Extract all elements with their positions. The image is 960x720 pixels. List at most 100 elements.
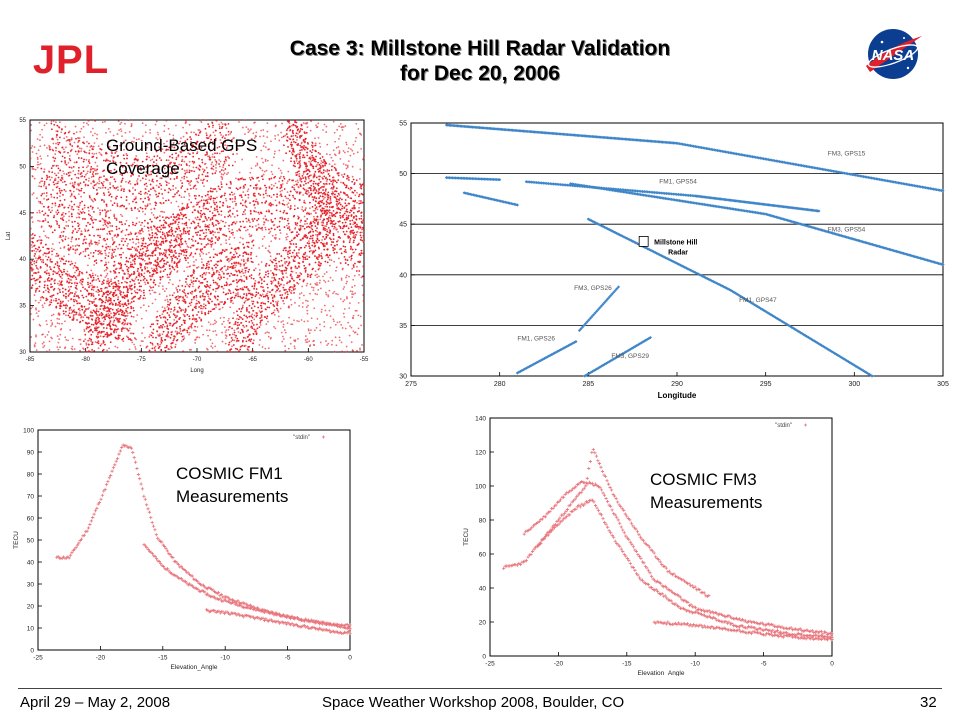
coverage-arc-point bbox=[217, 222, 220, 225]
coverage-arc-point bbox=[213, 264, 216, 267]
coverage-arc-point bbox=[210, 259, 213, 262]
coverage-arc-point bbox=[250, 257, 253, 260]
coverage-arc-point bbox=[172, 254, 175, 257]
coverage-point bbox=[36, 156, 39, 159]
coverage-arc-point bbox=[164, 346, 167, 349]
coverage-point bbox=[75, 176, 78, 179]
coverage-point bbox=[324, 225, 326, 227]
coverage-arc-point bbox=[117, 234, 119, 237]
coverage-arc-point bbox=[97, 234, 99, 237]
coverage-arc-point bbox=[109, 186, 112, 189]
coverage-point bbox=[331, 190, 334, 193]
coverage-point bbox=[231, 200, 234, 203]
coverage-arc-point bbox=[241, 339, 244, 342]
coverage-point bbox=[326, 344, 328, 346]
coverage-point bbox=[182, 254, 185, 257]
coverage-arc-point bbox=[192, 144, 195, 147]
coverage-point bbox=[232, 302, 234, 305]
coverage-arc-point bbox=[86, 346, 89, 349]
coverage-arc-point bbox=[136, 159, 139, 162]
coverage-point bbox=[53, 214, 56, 217]
coverage-point bbox=[96, 172, 99, 175]
coverage-point bbox=[227, 227, 230, 230]
coverage-point bbox=[319, 279, 321, 282]
x-tick-label: -60 bbox=[304, 357, 313, 363]
coverage-point bbox=[90, 216, 93, 218]
coverage-point bbox=[42, 184, 45, 187]
coverage-arc-point bbox=[191, 244, 194, 247]
coverage-point bbox=[222, 169, 225, 172]
coverage-point bbox=[135, 320, 138, 322]
coverage-arc-point bbox=[165, 171, 167, 174]
coverage-arc-point bbox=[202, 204, 205, 207]
coverage-point bbox=[226, 277, 229, 280]
coverage-arc-point bbox=[326, 261, 329, 264]
coverage-point bbox=[154, 123, 157, 126]
coverage-point bbox=[38, 181, 41, 184]
coverage-point bbox=[124, 280, 126, 283]
coverage-point bbox=[195, 201, 198, 204]
coverage-point bbox=[352, 223, 355, 226]
coverage-point bbox=[172, 134, 175, 137]
coverage-point bbox=[152, 239, 155, 242]
coverage-arc-point bbox=[241, 279, 243, 282]
coverage-point bbox=[177, 295, 180, 297]
coverage-arc-point bbox=[194, 197, 197, 200]
coverage-arc-point bbox=[210, 195, 212, 198]
coverage-arc-point bbox=[282, 249, 285, 252]
coverage-point bbox=[161, 313, 164, 316]
coverage-point bbox=[67, 247, 70, 250]
coverage-arc-point bbox=[152, 281, 155, 284]
coverage-point bbox=[178, 279, 181, 282]
coverage-point bbox=[268, 245, 271, 248]
coverage-arc-point bbox=[54, 202, 57, 205]
coverage-arc-point bbox=[183, 298, 186, 301]
coverage-arc-point bbox=[215, 263, 217, 266]
coverage-point bbox=[231, 345, 233, 348]
coverage-arc-point bbox=[62, 193, 64, 196]
coverage-point bbox=[149, 128, 151, 131]
coverage-arc-point bbox=[52, 149, 55, 152]
coverage-arc-point bbox=[160, 150, 162, 153]
coverage-arc-point bbox=[102, 184, 105, 187]
coverage-point bbox=[207, 321, 210, 324]
coverage-point bbox=[181, 202, 184, 205]
coverage-arc-point bbox=[73, 203, 76, 206]
coverage-point bbox=[74, 271, 76, 274]
coverage-arc-point bbox=[280, 296, 283, 299]
coverage-arc-point bbox=[232, 264, 235, 267]
coverage-point bbox=[316, 208, 319, 211]
coverage-arc-point bbox=[196, 302, 198, 305]
coverage-arc-point bbox=[199, 249, 202, 252]
coverage-arc-point bbox=[240, 345, 242, 348]
coverage-arc-point bbox=[262, 286, 264, 289]
coverage-point bbox=[71, 345, 74, 348]
coverage-point bbox=[161, 148, 164, 151]
coverage-point bbox=[266, 194, 269, 197]
coverage-arc-point bbox=[104, 249, 107, 252]
coverage-point bbox=[79, 338, 82, 341]
coverage-point bbox=[36, 197, 38, 200]
coverage-arc-point bbox=[278, 277, 281, 280]
coverage-point bbox=[348, 302, 351, 305]
coverage-arc-point bbox=[284, 247, 287, 249]
coverage-point bbox=[58, 121, 61, 124]
coverage-point bbox=[274, 199, 277, 202]
coverage-point bbox=[53, 248, 55, 251]
coverage-point bbox=[154, 298, 157, 301]
coverage-point bbox=[244, 271, 247, 274]
coverage-arc-point bbox=[76, 145, 79, 148]
coverage-point bbox=[339, 123, 342, 125]
coverage-arc-point bbox=[192, 314, 195, 317]
coverage-arc-point bbox=[245, 297, 247, 300]
coverage-point bbox=[351, 286, 354, 289]
coverage-arc-point bbox=[71, 225, 74, 228]
coverage-arc-point bbox=[108, 194, 111, 197]
coverage-point bbox=[225, 242, 228, 245]
coverage-point bbox=[126, 312, 129, 315]
coverage-point bbox=[179, 246, 182, 248]
coverage-point bbox=[186, 226, 189, 229]
coverage-arc-point bbox=[218, 278, 221, 281]
coverage-arc-point bbox=[117, 310, 120, 313]
coverage-arc-point bbox=[245, 253, 248, 255]
